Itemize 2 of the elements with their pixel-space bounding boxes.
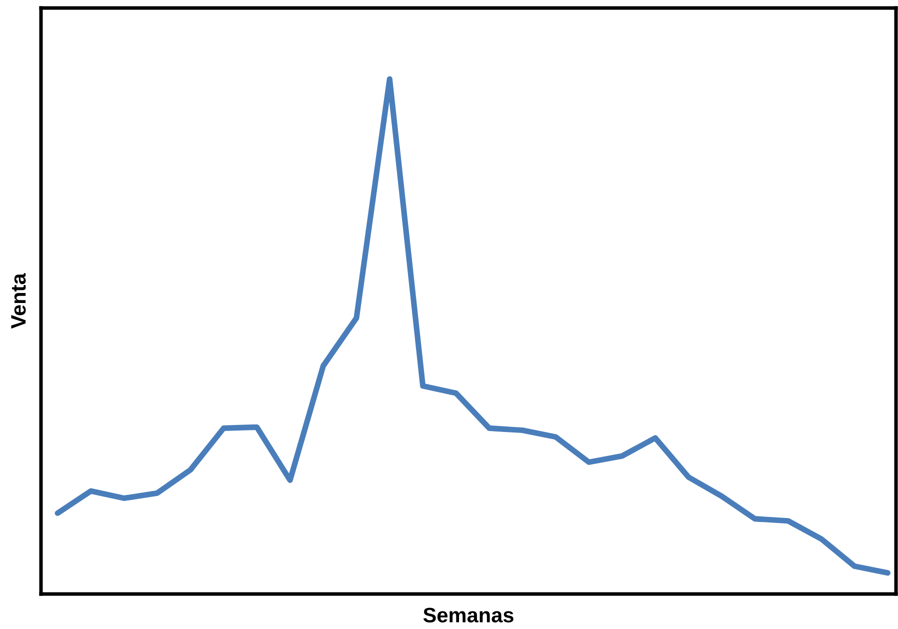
x-axis-title: Semanas [423, 608, 514, 622]
y-axis-title: Venta [11, 273, 26, 329]
